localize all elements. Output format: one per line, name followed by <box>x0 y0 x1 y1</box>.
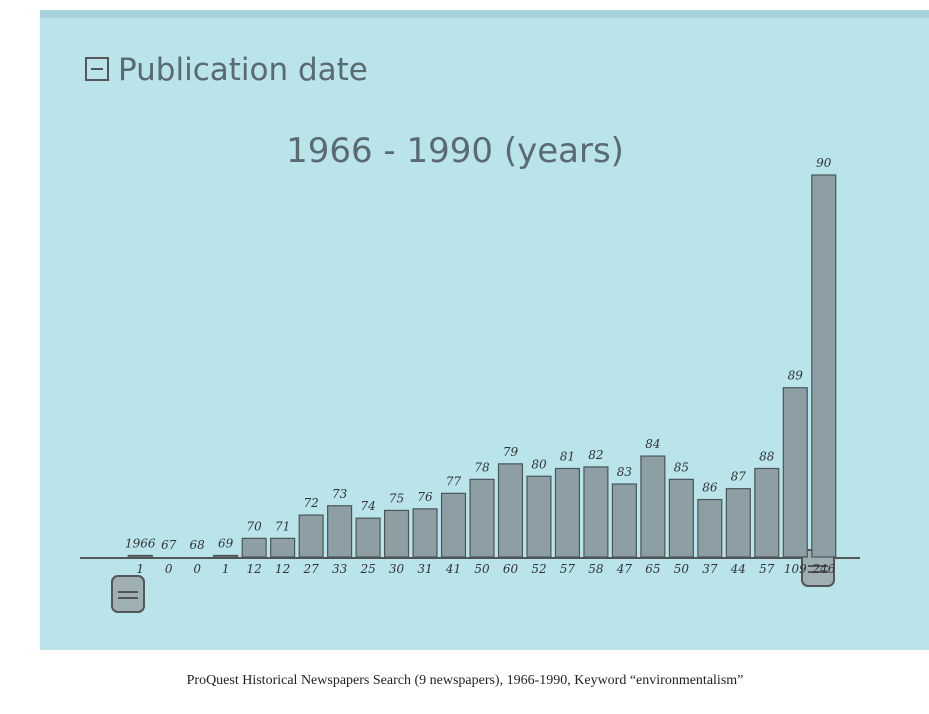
count-label: 1 <box>222 562 230 576</box>
year-label: 75 <box>389 491 404 505</box>
year-label: 82 <box>588 448 603 462</box>
year-label: 77 <box>446 474 462 488</box>
count-label: 41 <box>445 562 461 576</box>
bar <box>328 506 352 557</box>
bar <box>413 509 437 557</box>
year-label: 88 <box>759 449 775 463</box>
bar <box>527 476 551 557</box>
count-label: 12 <box>247 562 262 576</box>
year-label: 79 <box>503 445 519 459</box>
year-label: 85 <box>674 460 689 474</box>
year-label: 71 <box>275 519 290 533</box>
year-label: 68 <box>190 538 206 552</box>
panel-edge <box>40 10 929 18</box>
count-label: 246 <box>811 562 835 576</box>
year-label: 84 <box>645 437 660 451</box>
count-label: 109 <box>784 562 807 576</box>
count-label: 1 <box>136 562 144 576</box>
count-label: 33 <box>332 562 348 576</box>
count-label: 30 <box>389 562 405 576</box>
count-label: 0 <box>193 562 201 576</box>
bar <box>128 555 152 557</box>
count-label: 58 <box>588 562 604 576</box>
bar <box>356 518 380 557</box>
year-label: 86 <box>702 481 718 495</box>
bar <box>299 515 323 557</box>
year-label: 87 <box>731 470 747 484</box>
count-label: 57 <box>759 562 775 576</box>
year-label: 78 <box>474 460 490 474</box>
year-label: 89 <box>788 369 804 383</box>
bar <box>669 479 693 557</box>
bar <box>584 467 608 557</box>
year-label: 73 <box>332 487 348 501</box>
year-label: 67 <box>161 538 177 552</box>
count-label: 31 <box>417 562 432 576</box>
year-label: 76 <box>417 490 433 504</box>
bar <box>271 538 295 557</box>
bar <box>812 175 836 557</box>
year-label: 70 <box>247 519 263 533</box>
count-label: 50 <box>674 562 690 576</box>
page: Publication date 1966 - 1990 (years) Pro… <box>0 0 929 714</box>
caption: ProQuest Historical Newspapers Search (9… <box>187 673 744 688</box>
bar <box>470 479 494 557</box>
year-label: 80 <box>531 457 547 471</box>
count-label: 25 <box>359 562 375 576</box>
bar <box>612 484 636 557</box>
count-label: 0 <box>165 562 173 576</box>
panel-title: Publication date <box>118 52 368 88</box>
range-handle-left[interactable] <box>112 576 144 612</box>
year-label: 83 <box>617 465 633 479</box>
bar <box>783 388 807 557</box>
count-label: 12 <box>275 562 290 576</box>
count-label: 44 <box>730 562 746 576</box>
year-label: 72 <box>303 496 318 510</box>
count-label: 50 <box>474 562 490 576</box>
count-label: 37 <box>702 562 718 576</box>
count-label: 47 <box>616 562 633 576</box>
bar <box>698 500 722 557</box>
bar <box>641 456 665 557</box>
count-label: 27 <box>302 562 319 576</box>
year-label: 81 <box>560 449 575 463</box>
bar <box>242 538 266 557</box>
year-label: 74 <box>360 499 375 513</box>
count-label: 57 <box>560 562 576 576</box>
year-label: 90 <box>816 156 832 170</box>
year-label: 69 <box>218 536 234 550</box>
chart-subtitle: 1966 - 1990 (years) <box>286 131 624 171</box>
bar <box>442 493 466 557</box>
count-label: 65 <box>645 562 660 576</box>
bar <box>385 510 409 557</box>
bar <box>499 464 523 557</box>
bar <box>726 489 750 557</box>
count-label: 60 <box>503 562 519 576</box>
bar <box>214 555 238 557</box>
bar <box>755 468 779 557</box>
count-label: 52 <box>531 562 546 576</box>
year-label: 1966 <box>125 536 156 550</box>
bar <box>555 468 579 557</box>
